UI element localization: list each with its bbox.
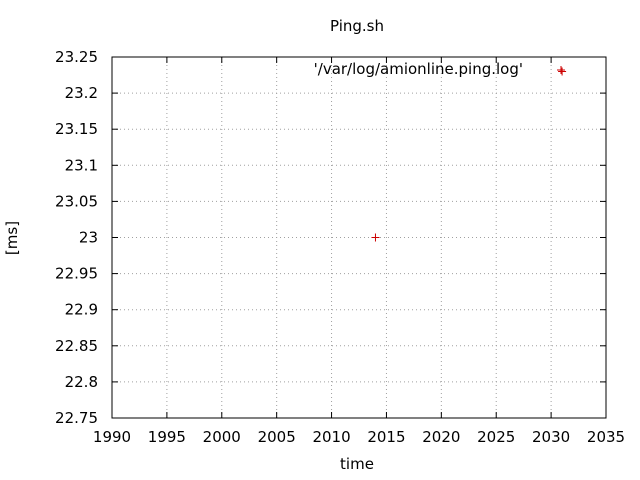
x-tick-label: 1995 xyxy=(148,428,186,446)
x-tick-label: 2025 xyxy=(477,428,515,446)
y-tick-label: 23.2 xyxy=(65,84,98,102)
x-tick-label: 2020 xyxy=(422,428,460,446)
x-tick-label: 2035 xyxy=(587,428,625,446)
plot-frame xyxy=(111,56,607,419)
data-point xyxy=(558,67,567,76)
y-tick-label: 22.95 xyxy=(55,265,98,283)
data-points xyxy=(371,67,567,242)
x-tick-labels: 1990 1995 2000 2005 2010 2015 2020 2025 2030 2035 xyxy=(93,428,625,446)
legend-label: '/var/log/amionline.ping.log' xyxy=(314,60,523,78)
x-tick-label: 2010 xyxy=(312,428,350,446)
x-axis-label: time xyxy=(340,455,374,473)
y-tick-label: 22.85 xyxy=(55,337,98,355)
y-tick-label: 22.8 xyxy=(65,373,98,391)
y-tick-label: 23.25 xyxy=(55,48,98,66)
chart-title: Ping.sh xyxy=(330,17,384,35)
y-axis-label: [ms] xyxy=(3,221,21,255)
y-tick-label: 23 xyxy=(79,229,98,247)
y-tick-labels: 22.75 22.8 22.85 22.9 22.95 23 23.05 23.1 23.15 2… xyxy=(55,48,98,427)
legend-marker-symbol xyxy=(557,66,565,74)
x-tick-label: 2030 xyxy=(532,428,570,446)
legend: '/var/log/amionline.ping.log' xyxy=(314,60,565,78)
y-tick-label: 22.9 xyxy=(65,301,98,319)
y-tick-label: 22.75 xyxy=(55,409,98,427)
grid xyxy=(112,57,606,418)
y-tick-label: 23.05 xyxy=(55,192,98,210)
legend-marker xyxy=(557,66,565,74)
y-tick-label: 23.15 xyxy=(55,120,98,138)
y-tick-label: 23.1 xyxy=(65,156,98,174)
x-tick-label: 2000 xyxy=(203,428,241,446)
x-tick-label: 2015 xyxy=(367,428,405,446)
x-tick-label: 2005 xyxy=(258,428,296,446)
data-point xyxy=(371,233,380,242)
x-tick-label: 1990 xyxy=(93,428,131,446)
